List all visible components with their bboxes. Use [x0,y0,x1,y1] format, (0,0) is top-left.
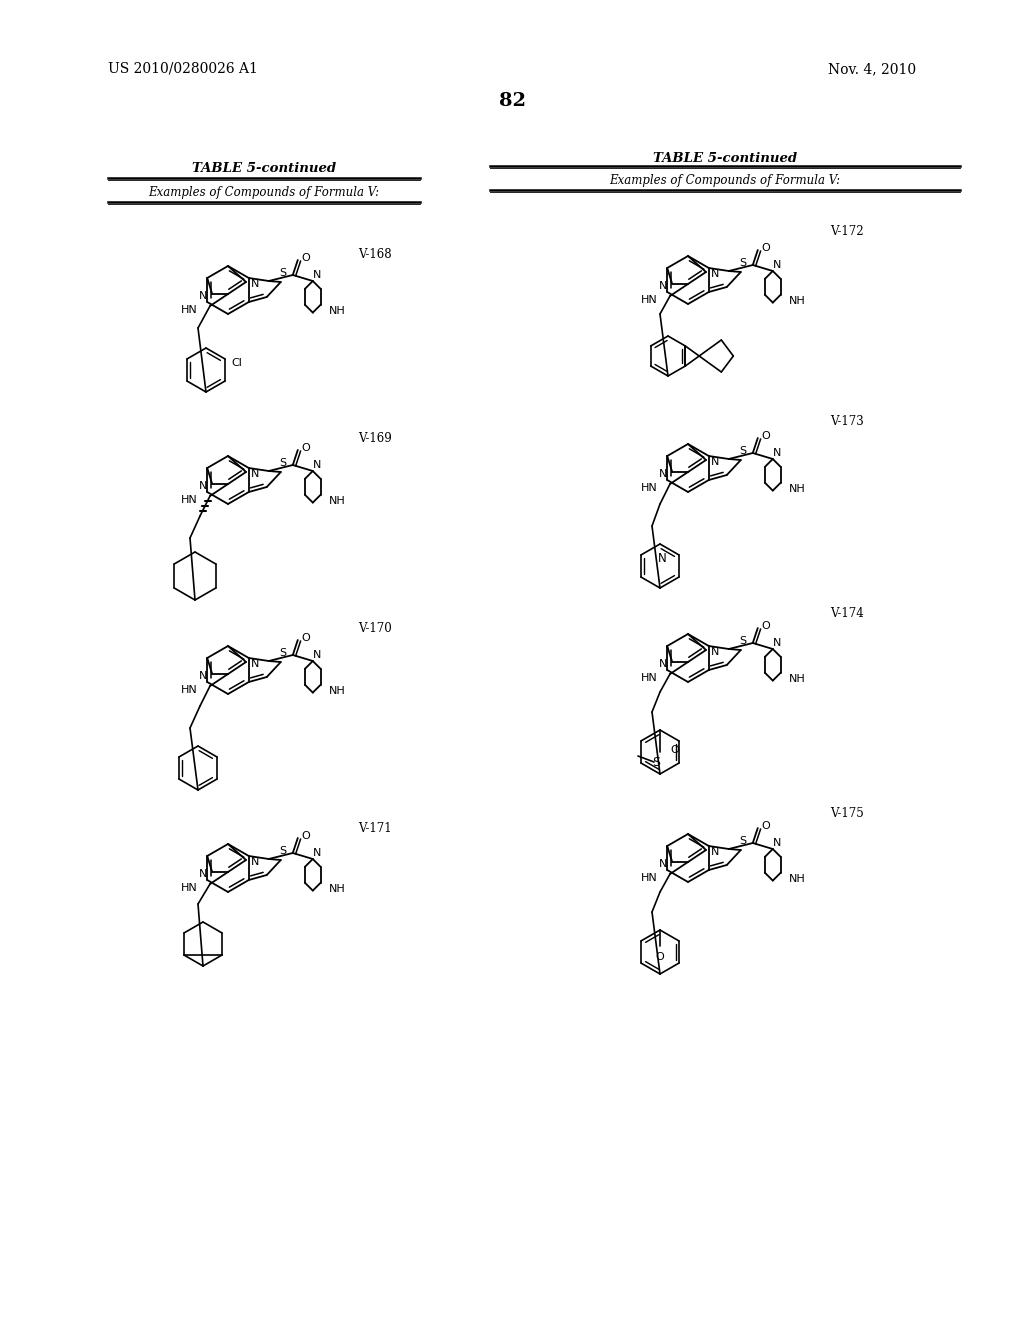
Text: O: O [762,821,770,832]
Text: Cl: Cl [231,358,242,368]
Text: S: S [280,458,287,469]
Text: N: N [251,857,259,867]
Text: N: N [251,279,259,289]
Text: O: O [762,620,770,631]
Text: Examples of Compounds of Formula V:: Examples of Compounds of Formula V: [148,186,380,199]
Text: S: S [280,846,287,855]
Text: S: S [652,756,660,770]
Text: TABLE 5-continued: TABLE 5-continued [191,162,336,176]
Text: N: N [711,457,719,467]
Text: N: N [312,459,321,470]
Text: NH: NH [788,673,806,684]
Text: O: O [670,744,679,755]
Text: TABLE 5-continued: TABLE 5-continued [653,152,797,165]
Text: N: N [659,281,668,290]
Text: NH: NH [329,883,345,894]
Text: V-171: V-171 [358,822,391,836]
Text: O: O [301,832,310,841]
Text: V-173: V-173 [830,414,864,428]
Text: N: N [772,447,781,458]
Text: O: O [655,952,665,962]
Text: N: N [199,290,208,301]
Text: N: N [251,659,259,669]
Text: N: N [312,847,321,858]
Text: NH: NH [788,296,806,306]
Text: O: O [301,634,310,643]
Text: S: S [739,636,746,645]
Text: O: O [301,444,310,453]
Text: V-174: V-174 [830,607,864,620]
Text: S: S [280,268,287,279]
Text: S: S [739,836,746,846]
Text: V-175: V-175 [830,807,864,820]
Text: N: N [657,552,667,565]
Text: O: O [301,253,310,263]
Text: HN: HN [641,873,658,883]
Text: O: O [762,432,770,441]
Text: US 2010/0280026 A1: US 2010/0280026 A1 [108,62,258,77]
Text: N: N [199,869,208,879]
Text: N: N [659,469,668,479]
Text: NH: NH [329,685,345,696]
Text: N: N [659,859,668,869]
Text: HN: HN [641,483,658,492]
Text: N: N [199,480,208,491]
Text: S: S [739,446,746,455]
Text: 82: 82 [499,92,525,110]
Text: HN: HN [181,883,198,894]
Text: HN: HN [181,495,198,506]
Text: N: N [772,260,781,271]
Text: N: N [711,647,719,657]
Text: HN: HN [181,685,198,696]
Text: N: N [199,671,208,681]
Text: N: N [251,469,259,479]
Text: N: N [772,638,781,648]
Text: N: N [312,271,321,280]
Text: Examples of Compounds of Formula V:: Examples of Compounds of Formula V: [609,174,841,187]
Text: HN: HN [641,673,658,682]
Text: O: O [762,243,770,253]
Text: S: S [280,648,287,657]
Text: N: N [659,659,668,669]
Text: NH: NH [788,874,806,883]
Text: V-169: V-169 [358,432,392,445]
Text: N: N [772,838,781,847]
Text: NH: NH [329,495,345,506]
Text: V-168: V-168 [358,248,391,261]
Text: S: S [739,257,746,268]
Text: NH: NH [329,306,345,315]
Text: NH: NH [788,483,806,494]
Text: HN: HN [181,305,198,315]
Text: N: N [711,269,719,279]
Text: HN: HN [641,294,658,305]
Text: N: N [711,847,719,857]
Text: V-172: V-172 [830,224,863,238]
Text: V-170: V-170 [358,622,392,635]
Text: Nov. 4, 2010: Nov. 4, 2010 [827,62,916,77]
Text: N: N [312,649,321,660]
